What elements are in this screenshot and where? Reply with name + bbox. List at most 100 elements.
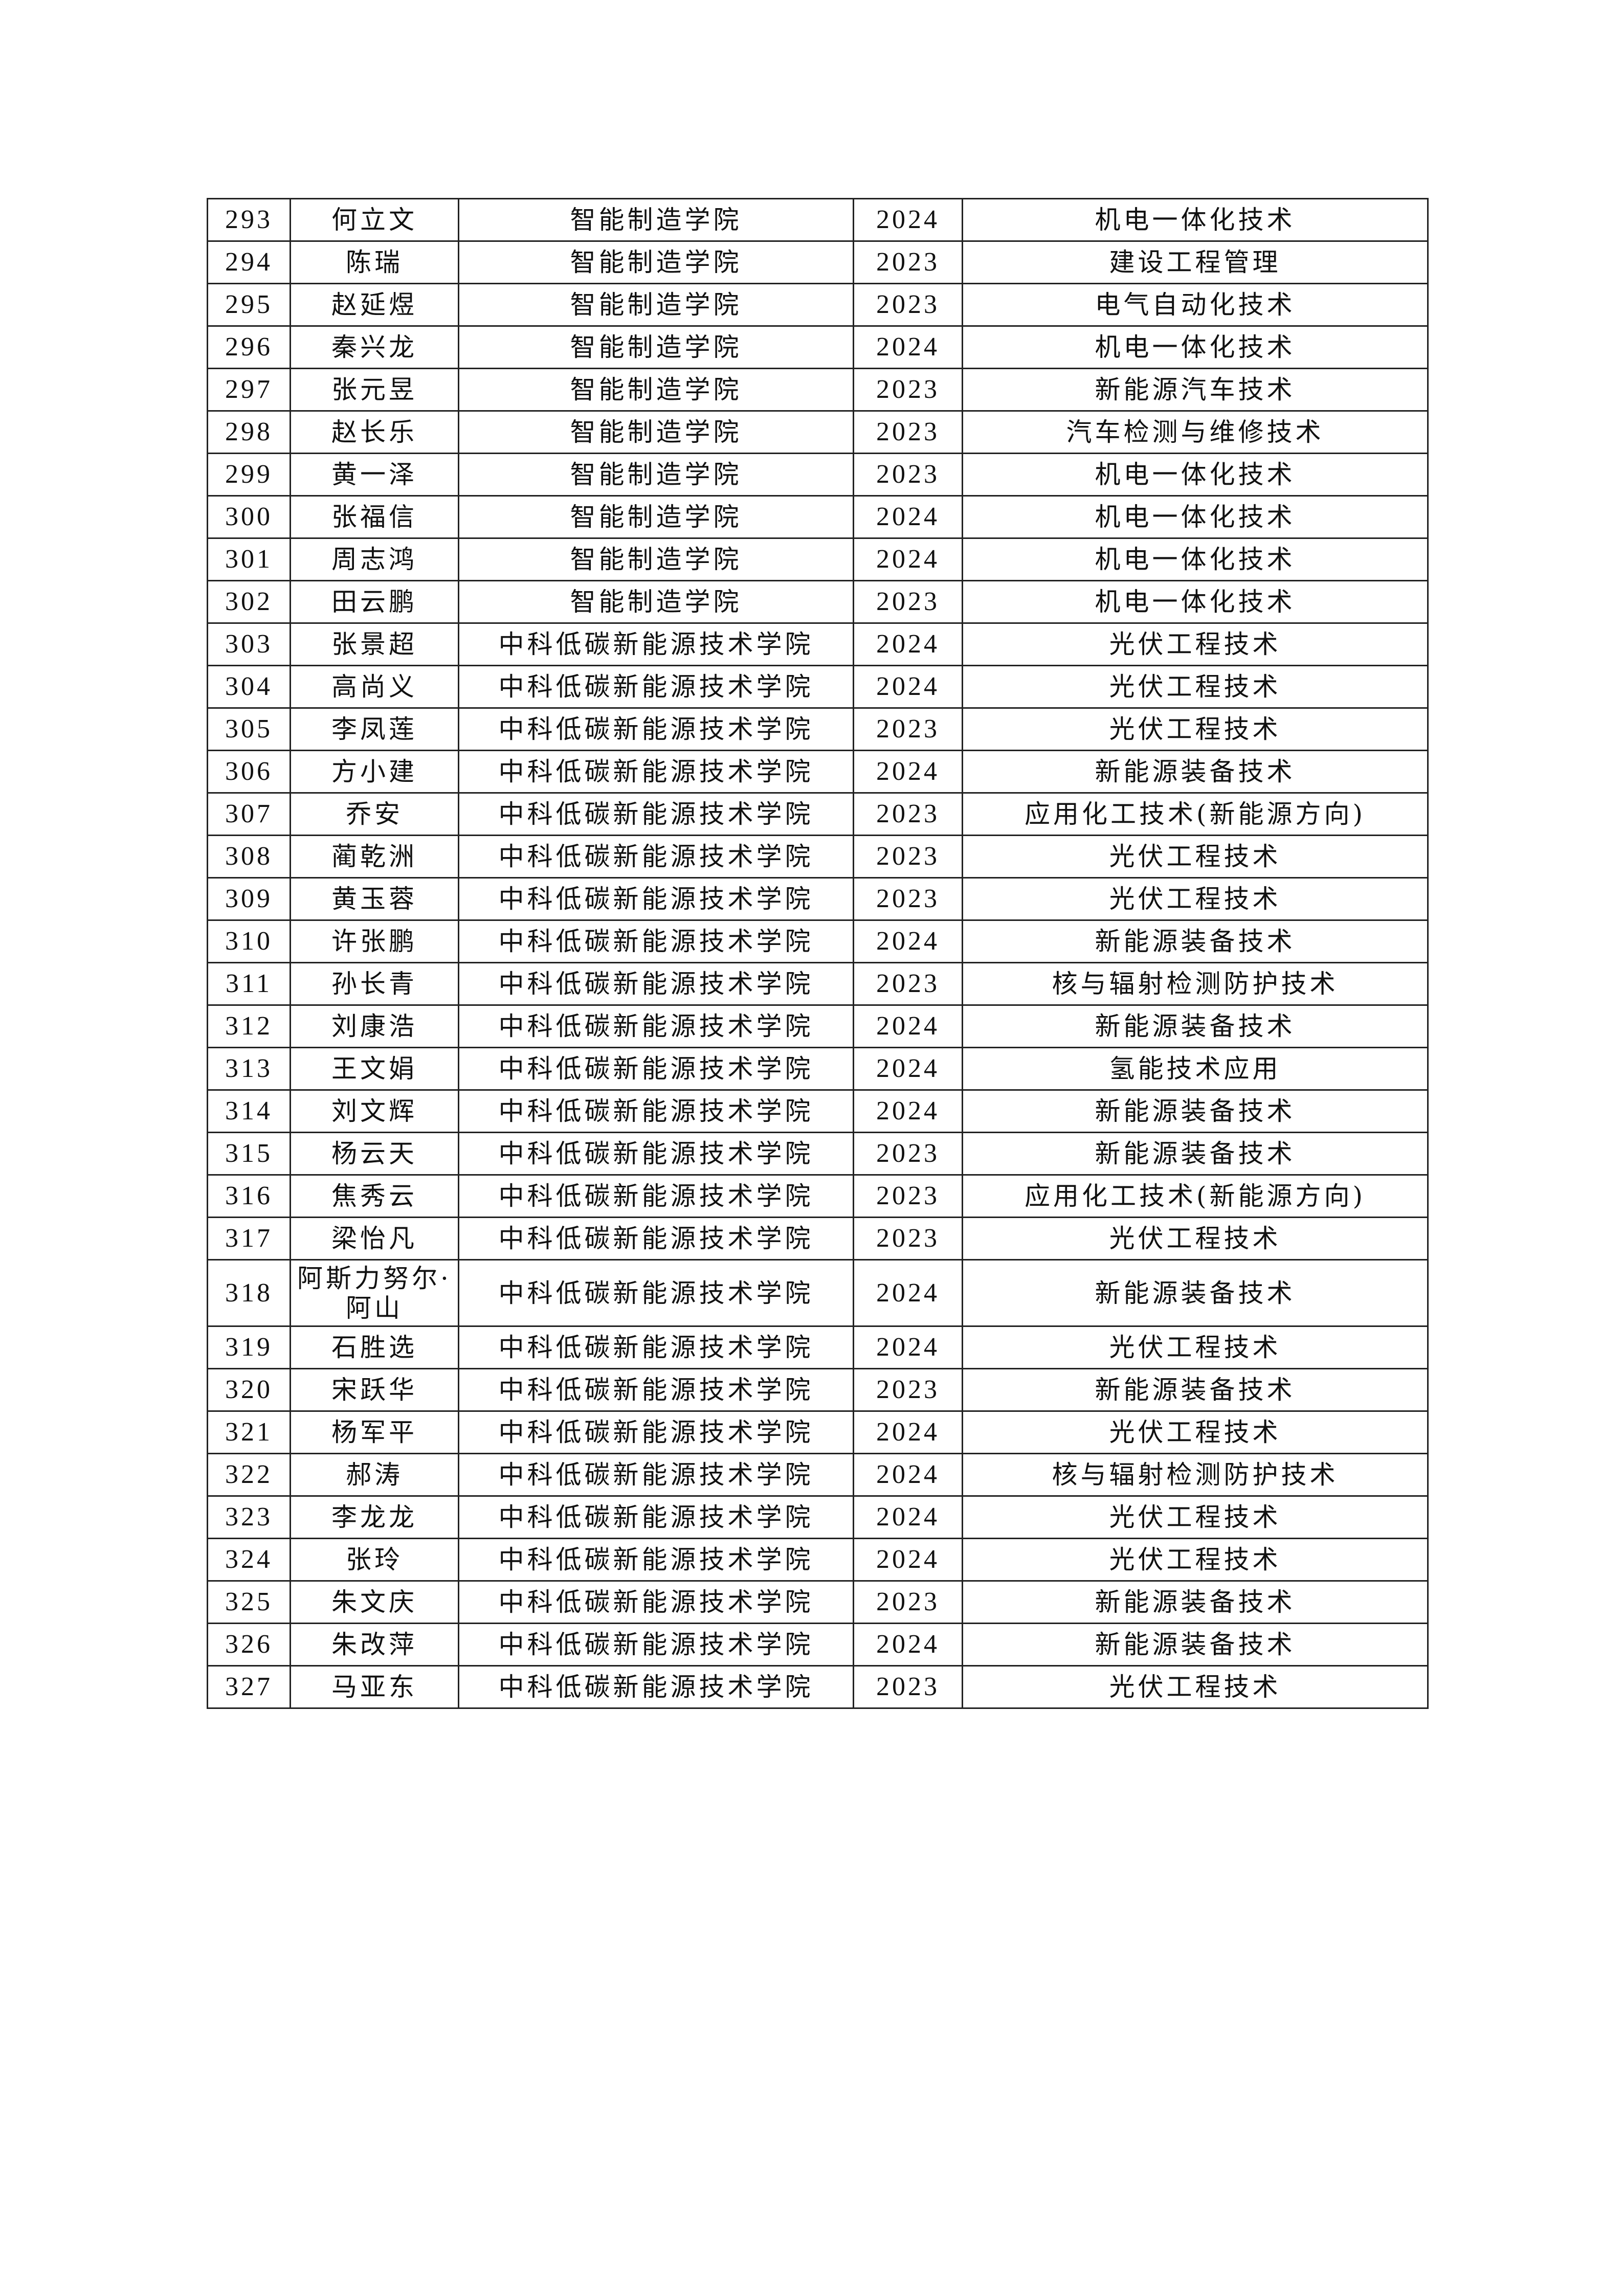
major-name-cell: 光伏工程技术: [962, 622, 1429, 666]
college-name-cell: 中科低碳新能源技术学院: [458, 1217, 854, 1260]
row-number-cell: 320: [207, 1368, 291, 1412]
college-name-cell: 中科低碳新能源技术学院: [458, 962, 854, 1006]
row-number-cell: 321: [207, 1410, 291, 1454]
enrollment-year-cell: 2023: [853, 240, 963, 284]
row-number-cell: 314: [207, 1089, 291, 1133]
major-name-cell: 新能源装备技术: [962, 750, 1429, 794]
row-number-cell: 306: [207, 750, 291, 794]
row-number-cell: 313: [207, 1047, 291, 1091]
row-number-cell: 323: [207, 1495, 291, 1539]
college-name-cell: 中科低碳新能源技术学院: [458, 1004, 854, 1048]
college-name-cell: 中科低碳新能源技术学院: [458, 750, 854, 794]
student-name-cell: 李凤莲: [290, 707, 459, 751]
table-row: 294 陈瑞 智能制造学院 2023 建设工程管理: [207, 240, 1429, 284]
table-row: 324 张玲 中科低碳新能源技术学院 2024 光伏工程技术: [207, 1538, 1429, 1582]
table-row: 314 刘文辉 中科低碳新能源技术学院 2024 新能源装备技术: [207, 1089, 1429, 1133]
enrollment-year-cell: 2023: [853, 962, 963, 1006]
major-name-cell: 新能源装备技术: [962, 1004, 1429, 1048]
college-name-cell: 中科低碳新能源技术学院: [458, 1368, 854, 1412]
college-name-cell: 智能制造学院: [458, 283, 854, 327]
college-name-cell: 中科低碳新能源技术学院: [458, 792, 854, 836]
student-name-cell: 宋跃华: [290, 1368, 459, 1412]
enrollment-year-cell: 2024: [853, 919, 963, 963]
row-number-cell: 295: [207, 283, 291, 327]
major-name-cell: 机电一体化技术: [962, 453, 1429, 497]
row-number-cell: 322: [207, 1453, 291, 1497]
row-number-cell: 317: [207, 1217, 291, 1260]
table-row: 308 蔺乾洲 中科低碳新能源技术学院 2023 光伏工程技术: [207, 835, 1429, 879]
enrollment-year-cell: 2024: [853, 1047, 963, 1091]
table-row: 326 朱改萍 中科低碳新能源技术学院 2024 新能源装备技术: [207, 1623, 1429, 1667]
table-row: 312 刘康浩 中科低碳新能源技术学院 2024 新能源装备技术: [207, 1004, 1429, 1048]
row-number-cell: 319: [207, 1325, 291, 1369]
row-number-cell: 300: [207, 495, 291, 539]
table-row: 322 郝涛 中科低碳新能源技术学院 2024 核与辐射检测防护技术: [207, 1453, 1429, 1497]
college-name-cell: 中科低碳新能源技术学院: [458, 835, 854, 879]
row-number-cell: 302: [207, 580, 291, 624]
major-name-cell: 汽车检测与维修技术: [962, 410, 1429, 454]
major-name-cell: 光伏工程技术: [962, 1538, 1429, 1582]
table-row: 318 阿斯力努尔·阿山 中科低碳新能源技术学院 2024 新能源装备技术: [207, 1259, 1429, 1327]
major-name-cell: 光伏工程技术: [962, 1495, 1429, 1539]
major-name-cell: 新能源装备技术: [962, 1132, 1429, 1176]
major-name-cell: 新能源汽车技术: [962, 368, 1429, 412]
row-number-cell: 303: [207, 622, 291, 666]
student-name-cell: 张元昱: [290, 368, 459, 412]
row-number-cell: 325: [207, 1580, 291, 1624]
student-name-cell: 杨军平: [290, 1410, 459, 1454]
row-number-cell: 315: [207, 1132, 291, 1176]
student-list-table: 293 何立文 智能制造学院 2024 机电一体化技术 294 陈瑞 智能制造学院 2023 建设…: [207, 198, 1429, 1709]
student-name-cell: 焦秀云: [290, 1174, 459, 1218]
student-name-cell: 刘康浩: [290, 1004, 459, 1048]
enrollment-year-cell: 2024: [853, 1623, 963, 1667]
table-row: 295 赵延煜 智能制造学院 2023 电气自动化技术: [207, 283, 1429, 327]
major-name-cell: 新能源装备技术: [962, 1259, 1429, 1327]
table-row: 297 张元昱 智能制造学院 2023 新能源汽车技术: [207, 368, 1429, 412]
row-number-cell: 310: [207, 919, 291, 963]
student-name-cell: 蔺乾洲: [290, 835, 459, 879]
enrollment-year-cell: 2024: [853, 1538, 963, 1582]
college-name-cell: 智能制造学院: [458, 537, 854, 581]
table-row: 298 赵长乐 智能制造学院 2023 汽车检测与维修技术: [207, 410, 1429, 454]
enrollment-year-cell: 2023: [853, 580, 963, 624]
row-number-cell: 309: [207, 877, 291, 921]
table-body: 293 何立文 智能制造学院 2024 机电一体化技术 294 陈瑞 智能制造学院 2023 建设…: [207, 198, 1429, 1709]
enrollment-year-cell: 2024: [853, 1495, 963, 1539]
student-name-cell: 朱改萍: [290, 1623, 459, 1667]
enrollment-year-cell: 2023: [853, 283, 963, 327]
enrollment-year-cell: 2023: [853, 877, 963, 921]
major-name-cell: 电气自动化技术: [962, 283, 1429, 327]
college-name-cell: 智能制造学院: [458, 580, 854, 624]
enrollment-year-cell: 2024: [853, 1453, 963, 1497]
row-number-cell: 327: [207, 1665, 291, 1709]
table-row: 305 李凤莲 中科低碳新能源技术学院 2023 光伏工程技术: [207, 707, 1429, 751]
college-name-cell: 智能制造学院: [458, 453, 854, 497]
enrollment-year-cell: 2023: [853, 1368, 963, 1412]
enrollment-year-cell: 2023: [853, 792, 963, 836]
table-row: 313 王文娟 中科低碳新能源技术学院 2024 氢能技术应用: [207, 1047, 1429, 1091]
major-name-cell: 机电一体化技术: [962, 580, 1429, 624]
row-number-cell: 297: [207, 368, 291, 412]
row-number-cell: 324: [207, 1538, 291, 1582]
major-name-cell: 光伏工程技术: [962, 877, 1429, 921]
student-name-cell: 黄玉蓉: [290, 877, 459, 921]
enrollment-year-cell: 2023: [853, 1580, 963, 1624]
row-number-cell: 298: [207, 410, 291, 454]
enrollment-year-cell: 2023: [853, 1665, 963, 1709]
table-row: 316 焦秀云 中科低碳新能源技术学院 2023 应用化工技术(新能源方向): [207, 1174, 1429, 1218]
college-name-cell: 中科低碳新能源技术学院: [458, 1580, 854, 1624]
major-name-cell: 光伏工程技术: [962, 1325, 1429, 1369]
college-name-cell: 中科低碳新能源技术学院: [458, 1623, 854, 1667]
college-name-cell: 中科低碳新能源技术学院: [458, 622, 854, 666]
table-row: 307 乔安 中科低碳新能源技术学院 2023 应用化工技术(新能源方向): [207, 792, 1429, 836]
table-row: 321 杨军平 中科低碳新能源技术学院 2024 光伏工程技术: [207, 1410, 1429, 1454]
table-row: 301 周志鸿 智能制造学院 2024 机电一体化技术: [207, 537, 1429, 581]
major-name-cell: 新能源装备技术: [962, 1368, 1429, 1412]
major-name-cell: 光伏工程技术: [962, 1665, 1429, 1709]
major-name-cell: 核与辐射检测防护技术: [962, 1453, 1429, 1497]
table-row: 325 朱文庆 中科低碳新能源技术学院 2023 新能源装备技术: [207, 1580, 1429, 1624]
college-name-cell: 中科低碳新能源技术学院: [458, 919, 854, 963]
enrollment-year-cell: 2024: [853, 537, 963, 581]
row-number-cell: 305: [207, 707, 291, 751]
student-name-cell: 梁怡凡: [290, 1217, 459, 1260]
